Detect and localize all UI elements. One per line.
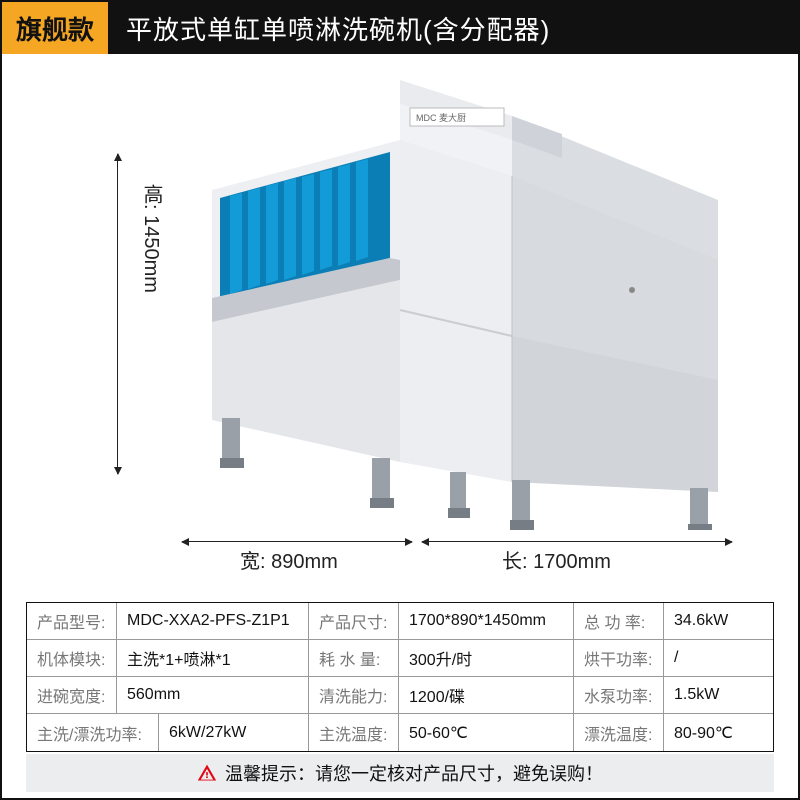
machine-illustration: MDC 麦大厨 <box>212 80 732 530</box>
flagship-badge: 旗舰款 <box>2 2 108 54</box>
dimension-height: 高: 1450mm <box>137 184 166 293</box>
spec-table: 产品型号: MDC-XXA2-PFS-Z1P1 产品尺寸: 1700*890*1… <box>26 602 774 752</box>
dimension-width-line <box>182 541 412 542</box>
table-row: 主洗/漂洗功率: 6kW/27kW 主洗温度: 50-60℃ 漂洗温度: 80-… <box>27 714 773 751</box>
spec-label: 产品尺寸: <box>309 603 399 639</box>
header: 旗舰款 平放式单缸单喷淋洗碗机(含分配器) <box>2 2 798 54</box>
warning-icon <box>197 763 217 783</box>
warning-text: 请您一定核对产品尺寸，避免误购！ <box>315 764 603 784</box>
dimension-height-label: 高: 1450mm <box>137 184 166 293</box>
spec-label: 机体模块: <box>27 640 117 676</box>
dimension-length-label: 长: 1700mm <box>502 545 611 574</box>
spec-value: 80-90℃ <box>664 714 773 751</box>
spec-value: 560mm <box>117 677 309 713</box>
dimension-width-label: 宽: 890mm <box>240 545 338 574</box>
spec-value: 300升/时 <box>399 640 574 676</box>
spec-value: 1700*890*1450mm <box>399 603 574 639</box>
spec-label: 产品型号: <box>27 603 117 639</box>
spec-label: 清洗能力: <box>309 677 399 713</box>
table-row: 进碗宽度: 560mm 清洗能力: 1200/碟 水泵功率: 1.5kW <box>27 677 773 714</box>
spec-value: 1200/碟 <box>399 677 574 713</box>
spec-label: 主洗/漂洗功率: <box>27 714 159 751</box>
dimension-length-line <box>422 541 732 542</box>
spec-value: 34.6kW <box>664 603 773 639</box>
svg-text:MDC 麦大厨: MDC 麦大厨 <box>416 112 466 123</box>
spec-value: 主洗*1+喷淋*1 <box>117 640 309 676</box>
spec-value: 50-60℃ <box>399 714 574 751</box>
spec-label: 耗 水 量: <box>309 640 399 676</box>
table-row: 机体模块: 主洗*1+喷淋*1 耗 水 量: 300升/时 烘干功率: / <box>27 640 773 677</box>
product-title: 平放式单缸单喷淋洗碗机(含分配器) <box>108 2 798 54</box>
spec-label: 主洗温度: <box>309 714 399 751</box>
spec-label: 进碗宽度: <box>27 677 117 713</box>
spec-label: 水泵功率: <box>574 677 664 713</box>
spec-label: 烘干功率: <box>574 640 664 676</box>
spec-label: 总 功 率: <box>574 603 664 639</box>
spec-value: 1.5kW <box>664 677 773 713</box>
spec-label: 漂洗温度: <box>574 714 664 751</box>
warning-bar: 温馨提示：请您一定核对产品尺寸，避免误购！ <box>26 754 774 792</box>
product-figure: MDC 麦大厨 <box>2 54 798 598</box>
spec-value: / <box>664 640 773 676</box>
warning-prefix: 温馨提示： <box>225 764 315 784</box>
spec-value: MDC-XXA2-PFS-Z1P1 <box>117 603 309 639</box>
spec-value: 6kW/27kW <box>159 714 309 751</box>
table-row: 产品型号: MDC-XXA2-PFS-Z1P1 产品尺寸: 1700*890*1… <box>27 603 773 640</box>
